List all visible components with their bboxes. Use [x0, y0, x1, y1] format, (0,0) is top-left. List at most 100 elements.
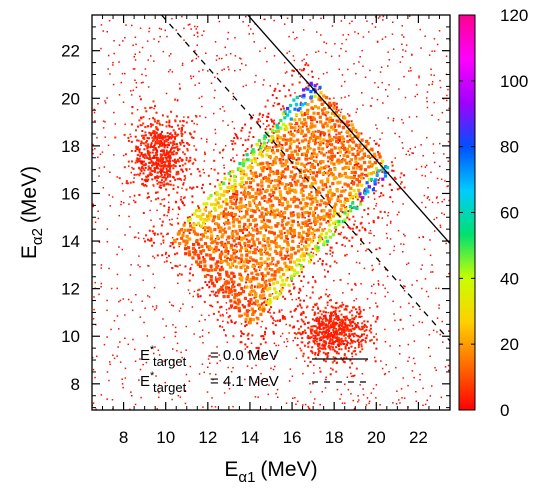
heat-point-2382 [327, 319, 330, 322]
heat-point-1046 [156, 209, 158, 212]
heat-point-1947 [127, 139, 130, 142]
heat-point-1738 [139, 155, 142, 158]
heat-point-244 [407, 343, 410, 346]
heat-point-1990 [152, 162, 155, 165]
heat-point-3458 [288, 89, 291, 92]
heat-point-376 [333, 279, 335, 282]
heat-point-2145 [324, 335, 327, 338]
heat-point-1013 [368, 232, 370, 234]
heat-point-1892 [139, 160, 142, 163]
heat-point-3307 [329, 185, 332, 188]
heat-point-1151 [381, 81, 383, 84]
heat-point-1917 [169, 180, 172, 183]
heat-point-4865 [373, 161, 377, 165]
heat-point-1164 [171, 17, 173, 20]
heat-point-948 [248, 309, 251, 312]
heat-point-2665 [374, 320, 377, 323]
heat-point-2270 [364, 341, 367, 344]
heat-point-2059 [315, 320, 318, 322]
heat-point-2720 [364, 227, 366, 230]
heat-point-4502 [302, 164, 306, 168]
heat-point-1959 [168, 144, 170, 146]
heat-point-1302 [443, 198, 445, 201]
heat-point-3777 [234, 265, 238, 269]
heat-point-634 [129, 274, 132, 276]
heat-point-315 [224, 227, 226, 229]
heat-point-2893 [167, 211, 170, 214]
heat-point-2679 [337, 329, 340, 332]
heat-point-2629 [321, 343, 324, 346]
heat-point-4425 [304, 185, 308, 189]
heat-point-4562 [326, 177, 330, 181]
heat-point-515 [134, 59, 137, 61]
heat-point-4546 [279, 126, 283, 130]
heat-point-2680 [346, 305, 349, 308]
heat-point-4807 [356, 152, 360, 156]
heat-point-4894 [384, 165, 388, 169]
heat-point-4827 [341, 126, 345, 130]
heat-point-2123 [341, 325, 343, 328]
heat-point-2900 [380, 192, 383, 195]
heat-point-372 [154, 234, 156, 236]
heat-point-1500 [153, 144, 156, 147]
heat-point-3201 [223, 329, 225, 332]
heat-point-4103 [276, 234, 281, 238]
heat-point-4340 [284, 183, 289, 187]
heat-point-697 [256, 246, 259, 248]
heat-point-3490 [360, 238, 363, 241]
heat-point-3068 [333, 260, 336, 263]
heat-point-823 [356, 108, 358, 110]
heat-point-720 [208, 314, 210, 317]
heat-point-4614 [324, 164, 328, 168]
heat-point-3579 [327, 213, 330, 216]
heat-point-792 [170, 132, 172, 134]
heat-point-624 [275, 392, 277, 395]
heat-point-3118 [278, 203, 281, 206]
heat-point-3847 [211, 218, 216, 222]
heat-point-4261 [281, 202, 285, 206]
heat-point-3950 [282, 283, 286, 287]
heat-point-681 [203, 30, 205, 32]
heat-point-2486 [335, 362, 338, 365]
heat-point-622 [210, 210, 213, 213]
heat-point-3280 [244, 234, 247, 237]
heat-point-3459 [246, 148, 249, 150]
heat-point-336 [373, 235, 375, 237]
heat-point-4597 [351, 201, 355, 205]
heat-point-483 [381, 132, 383, 134]
heat-point-1985 [139, 172, 142, 175]
heat-point-2577 [314, 339, 317, 342]
heat-point-4057 [292, 268, 296, 273]
heat-point-2526 [322, 344, 325, 347]
heat-point-742 [370, 292, 373, 294]
heat-point-1901 [142, 164, 145, 167]
heat-point-2651 [335, 332, 338, 335]
heat-point-92 [269, 157, 272, 160]
heat-point-274 [181, 187, 183, 190]
heat-point-436 [437, 119, 440, 121]
heat-point-4232 [273, 196, 277, 200]
heat-point-3662 [202, 258, 206, 262]
heat-point-3570 [396, 188, 399, 191]
heat-point-2731 [192, 251, 195, 254]
heat-point-3230 [156, 254, 159, 257]
heat-point-3419 [282, 295, 285, 298]
heat-point-815 [340, 20, 343, 22]
heat-point-3878 [223, 230, 227, 234]
heat-point-4131 [279, 232, 283, 236]
heat-point-1325 [194, 159, 197, 162]
heat-point-1887 [147, 143, 150, 146]
heat-point-2019 [169, 141, 172, 144]
heat-point-2768 [249, 169, 252, 172]
heat-point-4133 [286, 241, 290, 245]
heat-point-1403 [152, 130, 155, 133]
heat-point-3708 [182, 223, 186, 227]
heat-point-3937 [247, 239, 251, 243]
heat-point-3699 [233, 288, 237, 293]
heat-point-1816 [168, 121, 171, 124]
heat-point-1352 [227, 124, 229, 126]
heat-point-4216 [301, 236, 305, 240]
heat-point-3294 [222, 210, 225, 213]
heat-point-2234 [315, 340, 318, 343]
heat-point-280 [426, 97, 428, 99]
